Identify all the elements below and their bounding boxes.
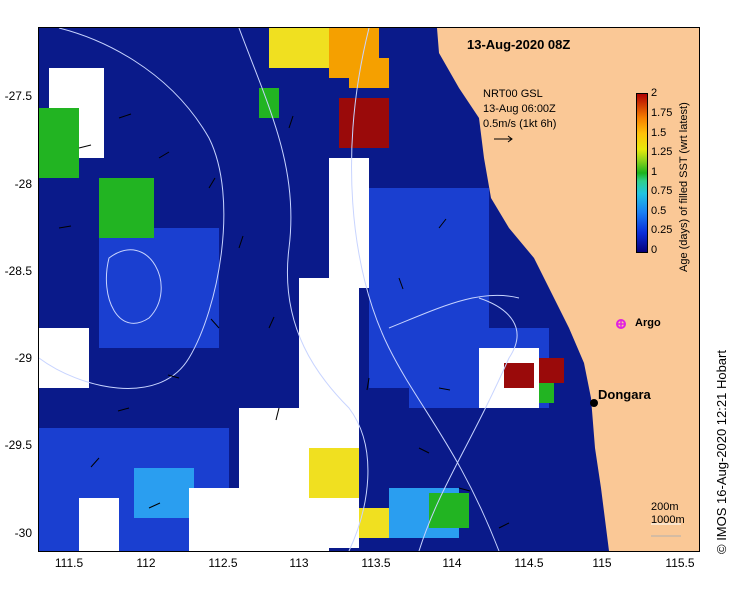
colorbar-tick: 1 bbox=[651, 166, 658, 178]
colorbar-tick: 1.75 bbox=[651, 107, 673, 119]
scale-label-1000m: 1000m bbox=[651, 514, 685, 526]
colorbar bbox=[636, 93, 648, 253]
bathymetry-contours bbox=[39, 28, 520, 551]
colorbar-tick: 1.25 bbox=[651, 146, 673, 158]
info-line-2: 13-Aug 06:00Z bbox=[483, 103, 556, 115]
x-tick-label: 112 bbox=[136, 556, 156, 570]
argo-marker[interactable] bbox=[616, 319, 626, 329]
y-tick-label: -30 bbox=[14, 526, 32, 540]
y-tick-label: -28 bbox=[14, 177, 32, 191]
y-tick-label: -29 bbox=[14, 351, 32, 365]
current-vectors bbox=[58, 113, 510, 529]
x-tick-label: 115 bbox=[592, 556, 612, 570]
colorbar-tick: 0 bbox=[651, 244, 658, 256]
colorbar-tick: 0.5 bbox=[651, 205, 667, 217]
age-patches-darkred bbox=[339, 98, 564, 388]
colorbar-tick: 0.25 bbox=[651, 224, 673, 236]
map-panel[interactable] bbox=[38, 27, 700, 552]
land-mass bbox=[437, 28, 699, 551]
age-patches-orange bbox=[329, 28, 389, 88]
y-tick-label: -29.5 bbox=[4, 438, 32, 452]
x-tick-label: 114.5 bbox=[514, 556, 544, 570]
colorbar-tick: 1.5 bbox=[651, 127, 667, 139]
x-tick-label: 113.5 bbox=[361, 556, 391, 570]
x-tick-label: 111.5 bbox=[54, 556, 84, 570]
x-tick-label: 115.5 bbox=[665, 556, 695, 570]
place-dongara: Dongara bbox=[598, 387, 651, 402]
y-tick-label: -27.5 bbox=[4, 89, 32, 103]
info-line-1: NRT00 GSL bbox=[483, 88, 543, 100]
age-patches-yellow bbox=[269, 28, 389, 538]
info-line-3: 0.5m/s (1kt 6h) bbox=[483, 118, 557, 130]
map-title: 13-Aug-2020 08Z bbox=[467, 37, 571, 52]
credit-text: © IMOS 16-Aug-2020 12:21 Hobart bbox=[714, 350, 729, 554]
colorbar-title: Age (days) of filled SST (wrt latest) bbox=[678, 102, 690, 272]
y-tick-label: -28.5 bbox=[4, 264, 32, 278]
x-tick-label: 113 bbox=[289, 556, 309, 570]
scale-label-200m: 200m bbox=[651, 501, 679, 513]
colorbar-tick: 0.75 bbox=[651, 185, 673, 197]
reference-velocity-arrow bbox=[494, 135, 513, 143]
dongara-marker bbox=[590, 399, 598, 407]
argo-label: Argo bbox=[635, 317, 661, 329]
x-tick-label: 112.5 bbox=[208, 556, 238, 570]
age-patches-green bbox=[39, 88, 554, 528]
x-tick-label: 114 bbox=[442, 556, 462, 570]
sst-age-map bbox=[39, 28, 699, 551]
colorbar-tick: 2 bbox=[651, 87, 658, 99]
